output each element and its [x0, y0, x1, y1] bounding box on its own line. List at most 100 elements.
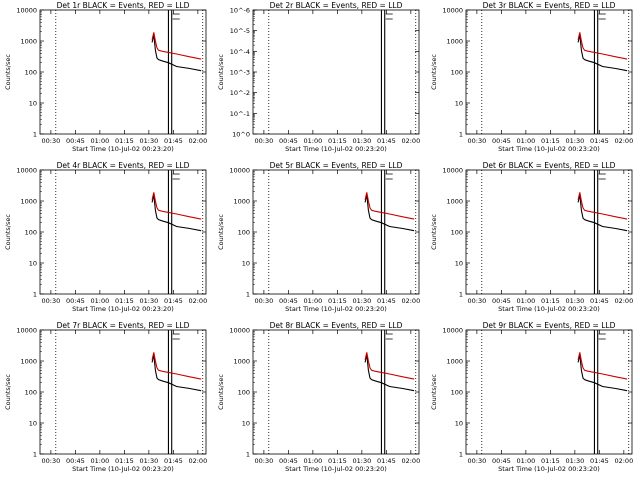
x-tick-label: 00:45 [492, 137, 511, 145]
y-tick-label: 10 [242, 260, 250, 268]
series-line-lld [577, 192, 628, 220]
x-tick-label: 01:15 [328, 137, 347, 145]
y-tick-label: 1 [459, 291, 463, 299]
y-axis-label: Counts/sec [4, 374, 12, 410]
y-tick-label: 100 [451, 229, 463, 237]
x-tick-label: 01:30 [139, 137, 158, 145]
x-tick-label: 01:00 [91, 297, 110, 305]
plot-frame [39, 329, 207, 455]
panel-title: Det 7r BLACK = Events, RED = LLD [57, 321, 190, 330]
y-tick-label: 1000 [446, 38, 463, 46]
y-tick-label: 10 [455, 100, 463, 108]
x-tick-label: 01:45 [164, 137, 183, 145]
y-tick-label: 100 [238, 229, 250, 237]
x-tick-label: 01:45 [164, 297, 183, 305]
series-line-events [364, 354, 415, 392]
panel-title: Det 2r BLACK = Events, RED = LLD [270, 1, 403, 10]
x-tick-label: 01:45 [377, 297, 396, 305]
y-tick-label: 10 [455, 260, 463, 268]
y-tick-label: 10 [29, 260, 37, 268]
x-axis-label: Start Time (10-Jul-02 00:23:20) [285, 305, 387, 313]
x-tick-label: 00:30 [255, 297, 274, 305]
x-tick-label: 01:45 [164, 457, 183, 465]
panel-det-2: Det 2r BLACK = Events, RED = LLD 10^0 10^-… [217, 1, 420, 153]
y-tick-label: 10000 [16, 167, 37, 175]
x-tick-label: 00:30 [42, 137, 61, 145]
x-tick-label: 01:00 [304, 457, 323, 465]
y-tick-label: 10000 [229, 327, 250, 335]
y-tick-label: 10000 [229, 167, 250, 175]
y-tick-label: 10^-3 [230, 69, 250, 77]
x-tick-label: 02:00 [188, 297, 207, 305]
y-axis-label: Counts/sec [217, 54, 225, 90]
panel-det-3: Det 3r BLACK = Events, RED = LLD 1 10 100 10… [430, 1, 633, 153]
plot-frame [252, 329, 420, 455]
y-tick-label: 10^0 [232, 131, 250, 139]
x-tick-label: 01:00 [91, 137, 110, 145]
x-tick-label: 01:30 [565, 137, 584, 145]
x-axis-label: Start Time (10-Jul-02 00:23:20) [285, 465, 387, 473]
x-tick-label: 01:00 [304, 297, 323, 305]
y-tick-label: 100 [25, 69, 37, 77]
x-tick-label: 02:00 [188, 137, 207, 145]
series-line-lld [364, 192, 415, 220]
x-tick-label: 01:30 [565, 457, 584, 465]
x-tick-label: 01:30 [565, 297, 584, 305]
series-line-lld [577, 32, 628, 60]
interval-bracket [385, 173, 393, 180]
x-tick-label: 00:30 [42, 297, 61, 305]
panel-title: Det 3r BLACK = Events, RED = LLD [483, 1, 616, 10]
y-tick-label: 10000 [16, 327, 37, 335]
y-axis-label: Counts/sec [4, 54, 12, 90]
series-line-events [577, 354, 628, 392]
series-line-lld [151, 32, 202, 60]
x-tick-label: 02:00 [401, 457, 420, 465]
x-tick-label: 00:45 [279, 297, 298, 305]
x-axis-label: Start Time (10-Jul-02 00:23:20) [498, 145, 600, 153]
interval-bracket [385, 13, 393, 20]
x-tick-label: 01:15 [115, 137, 134, 145]
y-tick-label: 1 [246, 291, 250, 299]
x-tick-label: 00:30 [255, 457, 274, 465]
y-tick-label: 1000 [446, 198, 463, 206]
x-tick-label: 01:30 [139, 457, 158, 465]
y-tick-label: 1000 [20, 38, 37, 46]
x-tick-label: 01:45 [377, 457, 396, 465]
series-line-events [364, 194, 415, 232]
x-tick-label: 00:45 [66, 297, 85, 305]
x-tick-label: 00:45 [66, 137, 85, 145]
x-tick-label: 01:15 [541, 297, 560, 305]
y-tick-label: 10000 [442, 7, 463, 15]
x-tick-label: 00:30 [468, 297, 487, 305]
y-tick-label: 100 [238, 389, 250, 397]
plot-frame [465, 169, 633, 295]
panel-title: Det 8r BLACK = Events, RED = LLD [270, 321, 403, 330]
panel-det-5: Det 5r BLACK = Events, RED = LLD 1 10 100 10… [217, 161, 420, 313]
panel-det-9: Det 9r BLACK = Events, RED = LLD 1 10 100 10… [430, 321, 633, 473]
y-tick-label: 1 [33, 291, 37, 299]
x-tick-label: 01:30 [139, 297, 158, 305]
interval-bracket [172, 333, 180, 340]
interval-bracket [598, 333, 606, 340]
y-tick-label: 10^-6 [230, 7, 250, 15]
plot-frame [39, 9, 207, 135]
x-tick-label: 00:30 [468, 137, 487, 145]
y-axis-label: Counts/sec [217, 214, 225, 250]
plot-frame [252, 169, 420, 295]
series-line-events [577, 34, 628, 72]
x-tick-label: 00:30 [42, 457, 61, 465]
y-tick-label: 10 [29, 100, 37, 108]
panel-title: Det 4r BLACK = Events, RED = LLD [57, 161, 190, 170]
series-line-lld [364, 352, 415, 380]
x-tick-label: 01:00 [304, 137, 323, 145]
x-tick-label: 01:30 [352, 297, 371, 305]
series-line-events [151, 354, 202, 392]
x-tick-label: 00:30 [468, 457, 487, 465]
x-tick-label: 02:00 [614, 457, 633, 465]
plot-frame [465, 9, 633, 135]
y-tick-label: 100 [451, 69, 463, 77]
y-tick-label: 1 [459, 131, 463, 139]
y-axis-label: Counts/sec [217, 374, 225, 410]
y-tick-label: 10 [455, 420, 463, 428]
